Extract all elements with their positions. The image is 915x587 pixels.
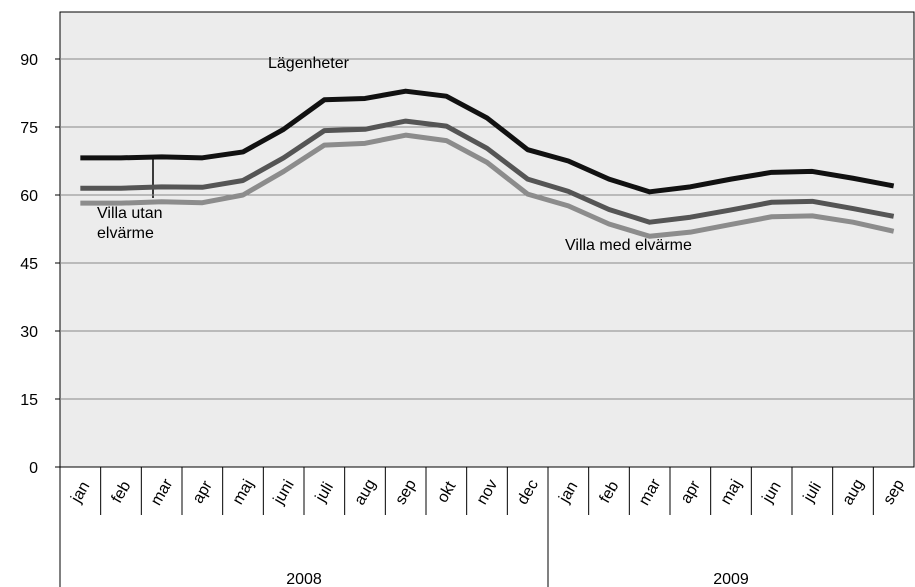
y-tick-label: 90 [20, 52, 38, 69]
y-tick-label: 45 [20, 256, 38, 273]
x-tick-label: juli [800, 480, 825, 506]
x-tick-label: mar [636, 475, 665, 508]
x-tick-label: jan [68, 479, 94, 507]
x-tick-label: dec [514, 477, 542, 508]
x-tick-label: okt [434, 478, 460, 505]
x-tick-label: feb [109, 478, 135, 506]
y-tick-label: 15 [20, 392, 38, 409]
x-tick-label: aug [839, 476, 867, 508]
x-group-label: 2008 [286, 571, 322, 587]
x-group-label: 2009 [713, 571, 749, 587]
x-tick-label: jan [556, 479, 582, 507]
x-tick-label: nov [474, 477, 502, 508]
y-tick-label: 30 [20, 324, 38, 341]
x-tick-label: feb [597, 478, 623, 506]
x-tick-label: sep [880, 477, 908, 508]
series-line [80, 88, 895, 195]
x-tick-label: aug [351, 476, 379, 508]
x-tick-label: jun [759, 479, 785, 507]
series-label: Villa med elvärme [565, 237, 692, 254]
x-tick-label: sep [392, 477, 420, 508]
series-line [80, 132, 895, 239]
x-tick-label: maj [718, 477, 746, 508]
series-label: Villa utan elvärme [97, 205, 163, 242]
y-tick-label: 75 [20, 120, 38, 137]
plot-area [59, 11, 915, 468]
series-line [80, 118, 895, 225]
x-tick-label: juli [312, 480, 337, 506]
x-tick-label: apr [678, 477, 705, 506]
x-tick-label: mar [148, 475, 177, 508]
x-tick-label: apr [190, 477, 217, 506]
x-tick-label: juni [270, 477, 298, 508]
y-tick-label: 60 [20, 188, 38, 205]
y-tick-label: 0 [29, 460, 38, 477]
series-label: Lägenheter [268, 55, 349, 72]
x-tick-label: maj [230, 477, 258, 508]
